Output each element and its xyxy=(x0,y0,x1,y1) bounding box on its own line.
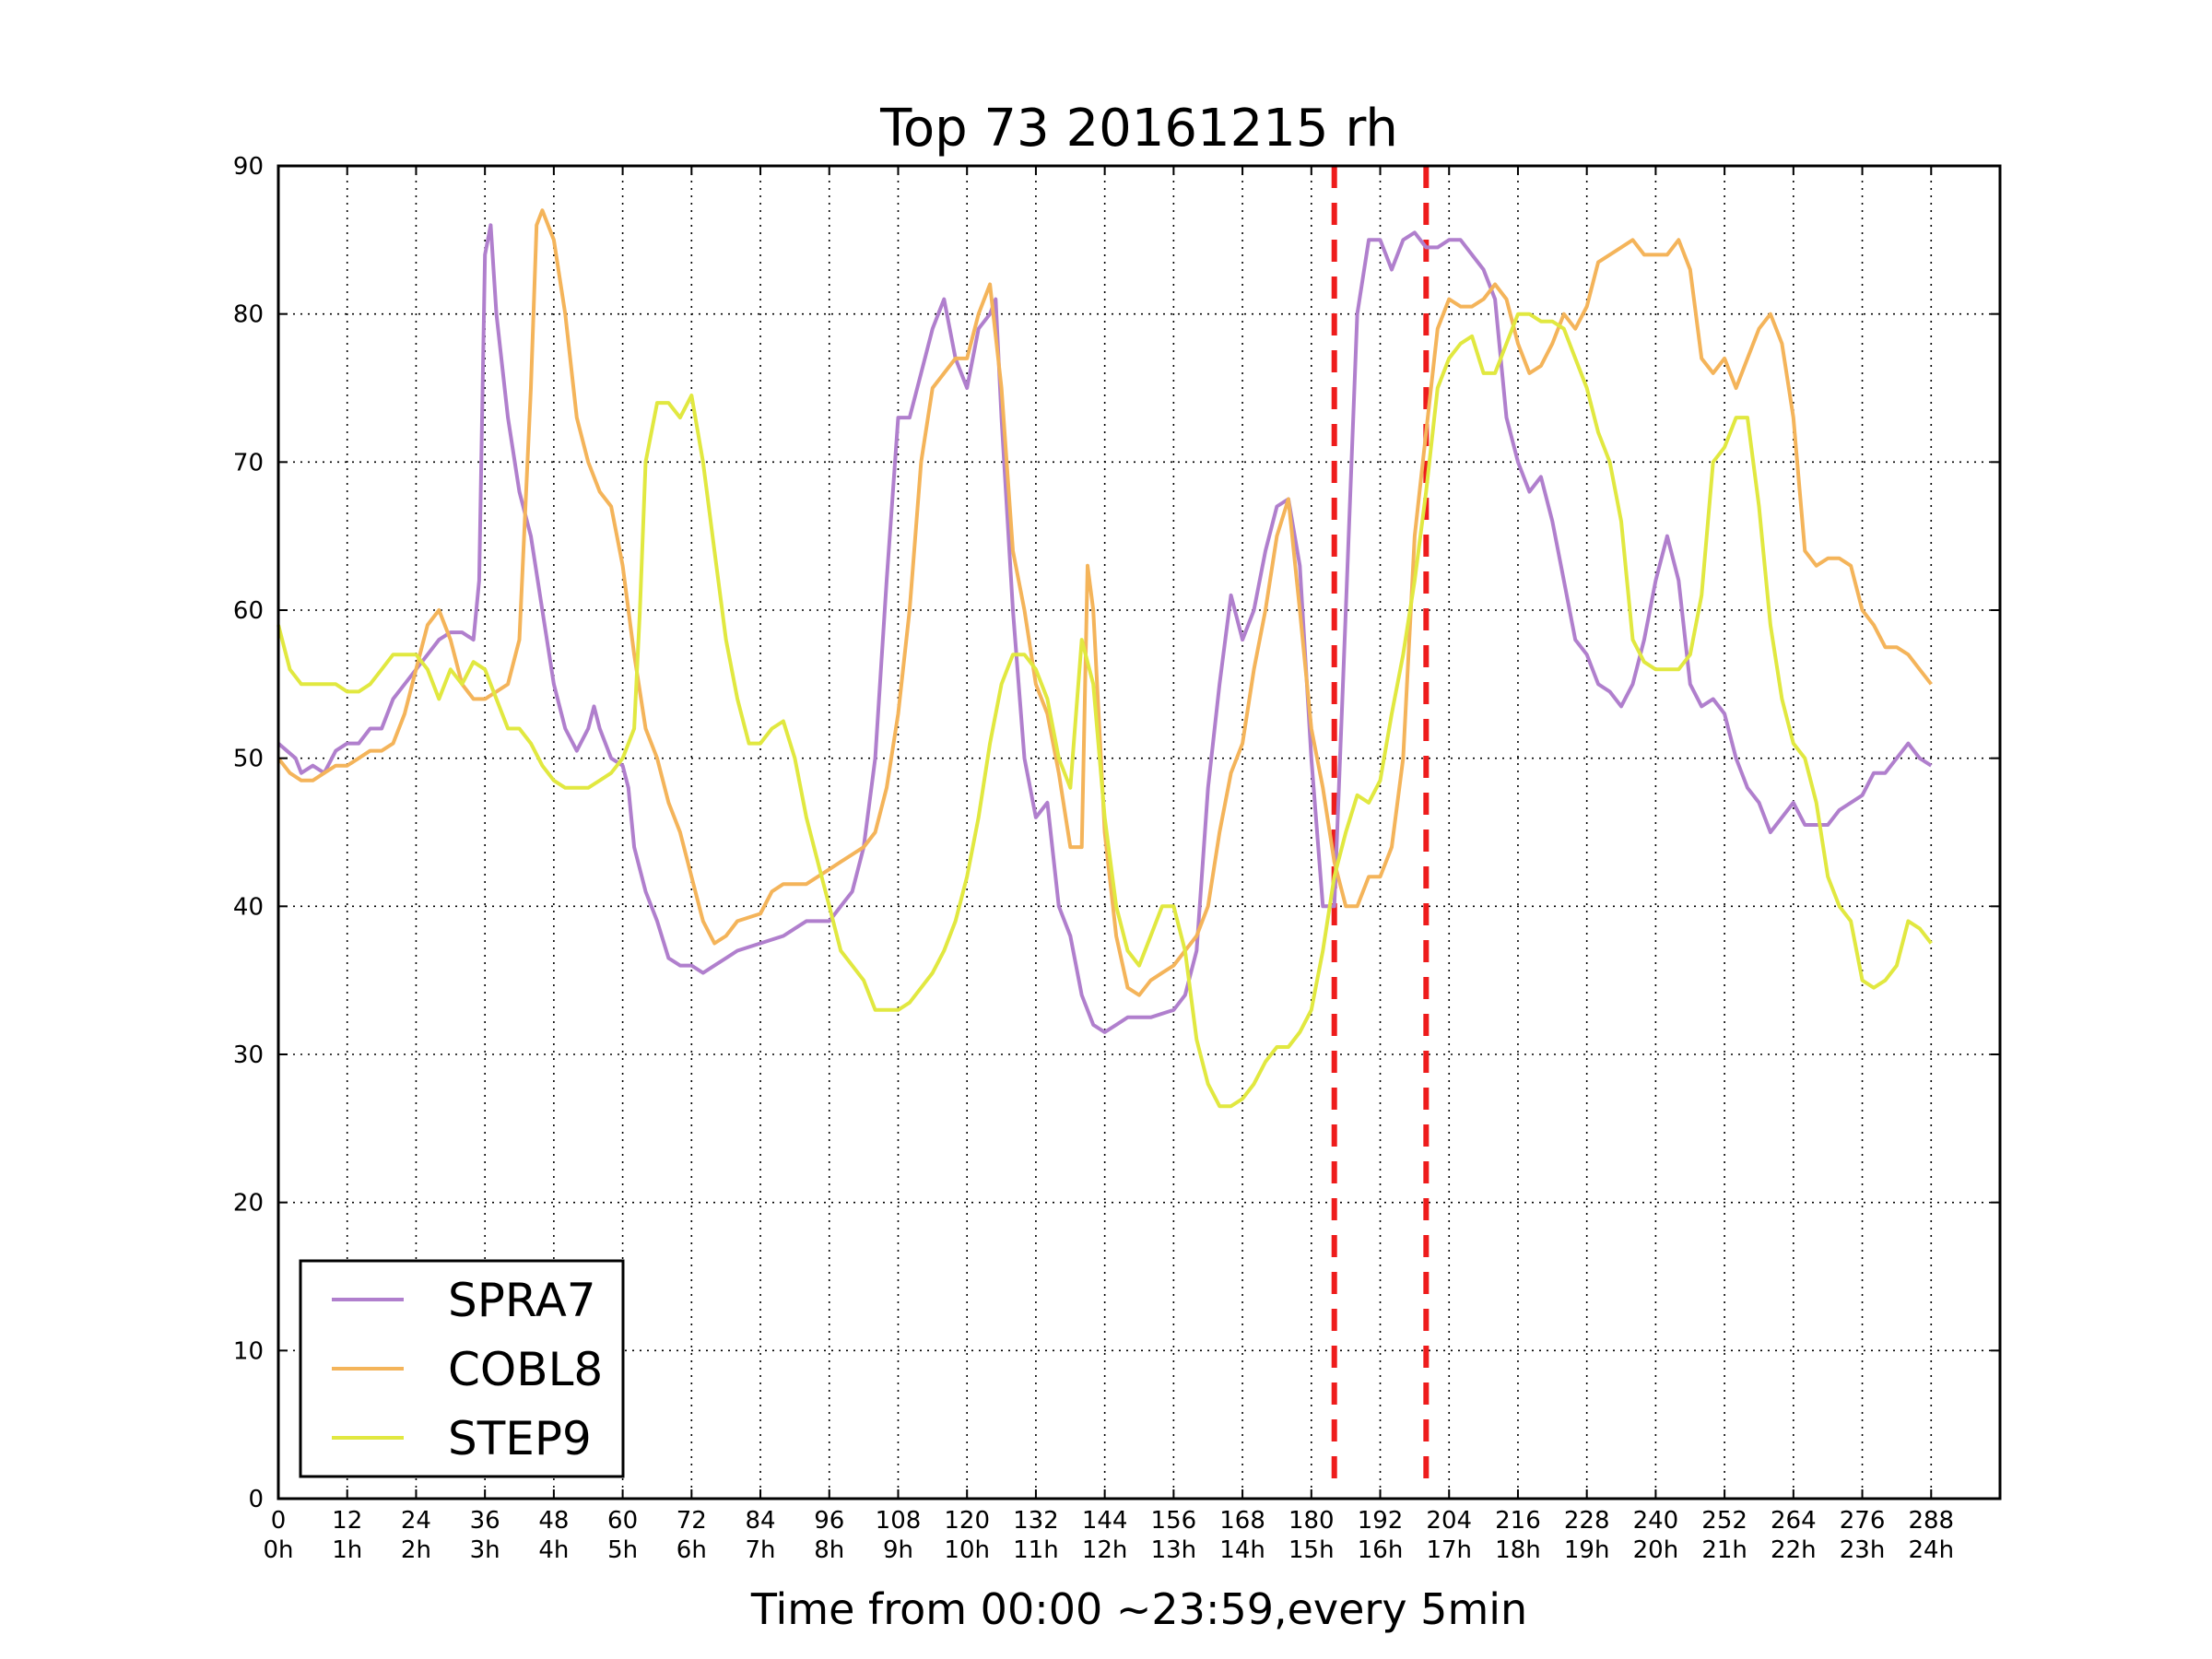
x-tick-hour-label: 20h xyxy=(1633,1536,1679,1564)
x-tick-hour-label: 2h xyxy=(401,1536,431,1564)
x-tick-label: 72 xyxy=(677,1507,707,1535)
x-tick-hour-label: 7h xyxy=(746,1536,776,1564)
x-tick-label: 12 xyxy=(332,1507,362,1535)
legend: SPRA7 COBL8 STEP9 xyxy=(299,1259,625,1478)
y-tick-label: 50 xyxy=(233,746,264,773)
series-line-cobl8 xyxy=(276,208,1933,997)
y-tick-label: 80 xyxy=(233,301,264,329)
y-tick-label: 0 xyxy=(248,1486,264,1513)
y-tick-label: 10 xyxy=(233,1337,264,1365)
x-tick-hour-label: 11h xyxy=(1013,1536,1059,1564)
x-tick-label: 180 xyxy=(1288,1507,1335,1535)
x-tick-hour-label: 6h xyxy=(677,1536,707,1564)
x-tick-hour-label: 24h xyxy=(1908,1536,1954,1564)
x-tick-label: 264 xyxy=(1771,1507,1817,1535)
x-tick-label: 216 xyxy=(1495,1507,1541,1535)
y-tick-label: 70 xyxy=(233,449,264,477)
series-lines xyxy=(276,208,1933,1109)
x-tick-label: 156 xyxy=(1151,1507,1197,1535)
series-line-spra7 xyxy=(276,223,1933,1034)
x-tick-hour-label: 4h xyxy=(538,1536,569,1564)
x-tick-hour-label: 23h xyxy=(1840,1536,1886,1564)
x-tick-label: 192 xyxy=(1358,1507,1404,1535)
x-tick-label: 252 xyxy=(1701,1507,1747,1535)
y-tick-label: 40 xyxy=(233,893,264,921)
x-tick-hour-label: 1h xyxy=(332,1536,362,1564)
x-tick-hour-label: 10h xyxy=(944,1536,990,1564)
plot-frame xyxy=(276,164,2002,1500)
x-tick-hour-label: 16h xyxy=(1358,1536,1404,1564)
x-tick-hour-label: 15h xyxy=(1288,1536,1335,1564)
x-tick-label: 36 xyxy=(470,1507,500,1535)
x-tick-label: 120 xyxy=(944,1507,990,1535)
y-axis-ticks: 0 10 20 30 40 50 60 70 80 90 xyxy=(233,153,2000,1513)
x-tick-label: 48 xyxy=(538,1507,569,1535)
x-tick-label: 24 xyxy=(401,1507,431,1535)
legend-label: STEP9 xyxy=(448,1412,592,1465)
x-tick-label: 60 xyxy=(607,1507,638,1535)
x-tick-hour-label: 18h xyxy=(1495,1536,1541,1564)
x-tick-label: 288 xyxy=(1908,1507,1954,1535)
y-tick-label: 90 xyxy=(233,153,264,181)
x-tick-hour-label: 14h xyxy=(1219,1536,1265,1564)
y-tick-label: 30 xyxy=(233,1041,264,1069)
x-tick-hour-label: 19h xyxy=(1564,1536,1610,1564)
x-tick-label: 84 xyxy=(745,1507,775,1535)
x-tick-hour-label: 21h xyxy=(1701,1536,1747,1564)
x-tick-label: 276 xyxy=(1840,1507,1886,1535)
x-tick-label: 0 xyxy=(271,1507,287,1535)
x-tick-label: 96 xyxy=(814,1507,844,1535)
legend-label: COBL8 xyxy=(448,1343,603,1396)
y-tick-label: 60 xyxy=(233,597,264,625)
legend-label: SPRA7 xyxy=(448,1274,596,1327)
x-tick-label: 144 xyxy=(1082,1507,1128,1535)
x-tick-hour-label: 5h xyxy=(607,1536,638,1564)
x-tick-label: 204 xyxy=(1426,1507,1472,1535)
x-tick-hour-label: 22h xyxy=(1771,1536,1817,1564)
x-tick-hour-label: 3h xyxy=(470,1536,500,1564)
x-tick-hour-label: 13h xyxy=(1151,1536,1197,1564)
x-tick-hour-label: 8h xyxy=(814,1536,844,1564)
x-tick-label: 228 xyxy=(1564,1507,1610,1535)
x-tick-label: 240 xyxy=(1633,1507,1679,1535)
x-tick-label: 168 xyxy=(1219,1507,1265,1535)
x-tick-hour-label: 12h xyxy=(1082,1536,1128,1564)
x-tick-label: 132 xyxy=(1013,1507,1059,1535)
y-tick-label: 20 xyxy=(233,1190,264,1218)
x-tick-hour-label: 9h xyxy=(883,1536,913,1564)
x-tick-label: 108 xyxy=(876,1507,922,1535)
grid-lines xyxy=(277,165,2000,1500)
x-tick-hour-label: 0h xyxy=(263,1536,293,1564)
chart-title: Top 73 20161215 rh xyxy=(879,99,1398,159)
x-tick-hour-label: 17h xyxy=(1426,1536,1472,1564)
x-axis-label: Time from 00:00 ~23:59,every 5min xyxy=(750,1584,1527,1634)
series-line-step9 xyxy=(276,312,1933,1109)
